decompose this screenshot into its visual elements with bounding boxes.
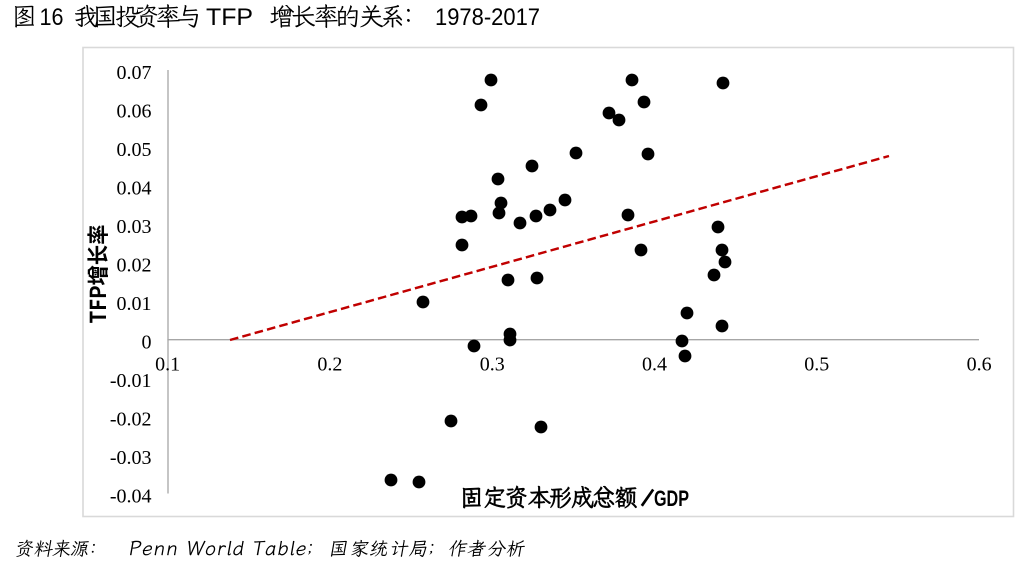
svg-text:0.6: 0.6 (967, 354, 992, 376)
svg-text:0.4: 0.4 (642, 354, 667, 376)
svg-text:0.5: 0.5 (804, 354, 829, 376)
svg-text:0.06: 0.06 (117, 100, 152, 122)
svg-text:0.3: 0.3 (480, 354, 505, 376)
svg-text:0.01: 0.01 (117, 293, 152, 315)
svg-text:0.2: 0.2 (317, 354, 342, 376)
svg-text:-0.01: -0.01 (110, 370, 152, 392)
svg-text:0.1: 0.1 (155, 354, 180, 376)
svg-text:0.07: 0.07 (117, 62, 152, 84)
svg-text:-0.03: -0.03 (110, 447, 152, 469)
svg-text:TFP: TFP (206, 4, 253, 31)
svg-text:0: 0 (142, 331, 152, 353)
svg-text:0.03: 0.03 (117, 216, 152, 238)
svg-text:0.04: 0.04 (117, 177, 152, 199)
svg-text:0.02: 0.02 (117, 254, 152, 276)
svg-text:GDP: GDP (654, 486, 689, 511)
svg-text:16: 16 (40, 4, 64, 31)
svg-text:-0.04: -0.04 (110, 485, 152, 507)
svg-text:1978-2017: 1978-2017 (435, 4, 540, 31)
svg-text:0.05: 0.05 (117, 139, 152, 161)
svg-text:-0.02: -0.02 (110, 408, 152, 430)
